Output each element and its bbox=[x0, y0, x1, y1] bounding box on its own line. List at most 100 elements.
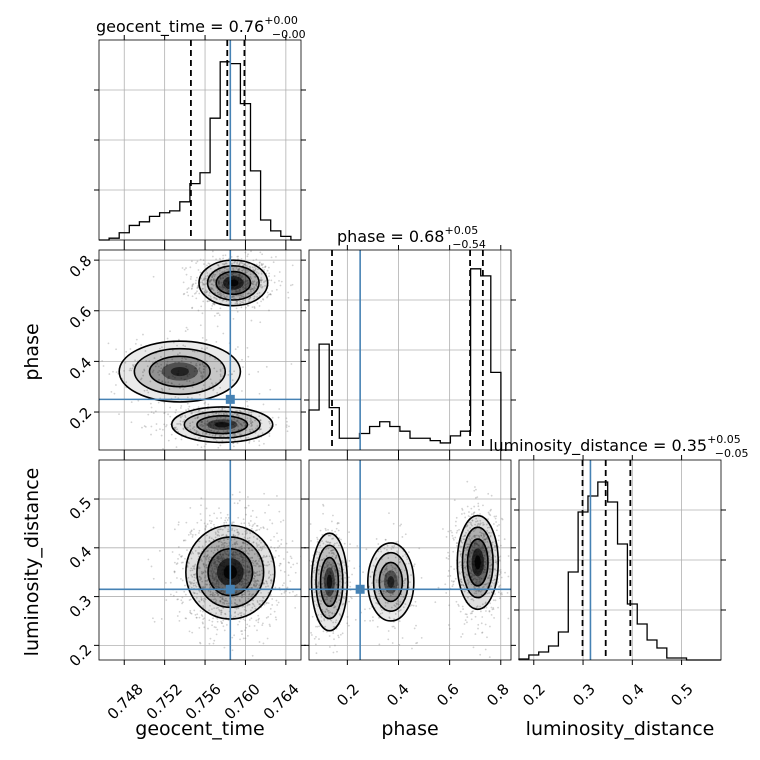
scatter-point bbox=[197, 437, 200, 439]
scatter-point bbox=[288, 425, 290, 428]
scatter-point bbox=[234, 611, 237, 613]
scatter-point bbox=[189, 278, 192, 280]
scatter-point bbox=[211, 582, 214, 585]
scatter-point bbox=[198, 601, 201, 603]
scatter-point bbox=[169, 330, 171, 333]
scatter-point bbox=[260, 272, 263, 275]
scatter-point bbox=[260, 264, 263, 266]
scatter-point bbox=[213, 549, 216, 552]
scatter-point bbox=[217, 555, 220, 558]
scatter-point bbox=[211, 572, 214, 575]
scatter-point bbox=[216, 325, 219, 328]
scatter-point bbox=[250, 425, 253, 428]
scatter-point bbox=[218, 314, 221, 317]
scatter-point bbox=[183, 292, 186, 295]
scatter-point bbox=[468, 560, 471, 562]
scatter-point bbox=[185, 409, 187, 412]
scatter-point bbox=[261, 266, 264, 269]
scatter-point bbox=[253, 522, 256, 525]
scatter-point bbox=[212, 579, 215, 582]
scatter-point bbox=[218, 435, 221, 437]
scatter-point bbox=[270, 579, 272, 582]
scatter-point bbox=[328, 635, 331, 637]
scatter-point bbox=[418, 547, 421, 550]
scatter-point bbox=[110, 390, 113, 393]
scatter-point bbox=[240, 296, 243, 298]
scatter-point bbox=[250, 319, 253, 322]
scatter-point bbox=[179, 420, 182, 423]
scatter-point bbox=[243, 263, 246, 266]
scatter-point bbox=[332, 544, 335, 547]
scatter-point bbox=[326, 566, 328, 568]
scatter-point bbox=[192, 567, 195, 570]
scatter-point bbox=[470, 570, 473, 573]
scatter-point bbox=[463, 623, 466, 625]
scatter-point bbox=[310, 540, 312, 542]
scatter-point bbox=[226, 295, 228, 298]
scatter-point bbox=[256, 545, 259, 548]
scatter-point bbox=[468, 561, 471, 564]
scatter-point bbox=[489, 549, 492, 552]
scatter-point bbox=[248, 536, 251, 539]
scatter-point bbox=[469, 521, 472, 524]
scatter-point bbox=[227, 530, 229, 533]
scatter-point bbox=[234, 289, 237, 292]
scatter-point bbox=[248, 300, 250, 303]
scatter-point bbox=[484, 566, 486, 569]
scatter-point bbox=[246, 283, 248, 285]
scatter-point bbox=[478, 545, 481, 548]
scatter-point bbox=[393, 585, 396, 588]
scatter-point bbox=[218, 257, 221, 260]
scatter-point bbox=[259, 419, 262, 421]
scatter-point bbox=[273, 547, 276, 549]
scatter-point bbox=[245, 560, 248, 563]
scatter-point bbox=[216, 548, 219, 551]
scatter-point bbox=[199, 609, 202, 612]
scatter-point bbox=[394, 627, 396, 630]
scatter-point bbox=[241, 286, 244, 289]
scatter-point bbox=[209, 574, 211, 577]
scatter-point bbox=[200, 497, 203, 500]
scatter-point bbox=[215, 573, 217, 576]
scatter-point bbox=[219, 370, 222, 372]
scatter-point bbox=[241, 556, 244, 559]
scatter-point bbox=[401, 637, 404, 639]
histogram-bin bbox=[160, 213, 170, 240]
scatter-point bbox=[244, 565, 246, 568]
scatter-point bbox=[171, 349, 174, 352]
scatter-point bbox=[227, 289, 229, 292]
scatter-point bbox=[205, 558, 208, 561]
scatter-point bbox=[490, 606, 493, 609]
scatter-point bbox=[258, 585, 261, 587]
scatter-point bbox=[216, 264, 219, 267]
y-tick-label: 0.5 bbox=[66, 494, 96, 524]
scatter-point bbox=[197, 309, 200, 312]
scatter-point bbox=[242, 556, 245, 559]
scatter-point bbox=[164, 581, 167, 584]
scatter-point bbox=[330, 549, 333, 552]
scatter-point bbox=[219, 276, 222, 279]
scatter-point bbox=[203, 283, 206, 286]
scatter-point bbox=[225, 553, 228, 556]
scatter-point bbox=[483, 558, 486, 560]
scatter-point bbox=[241, 581, 243, 583]
scatter-point bbox=[242, 285, 244, 288]
scatter-point bbox=[247, 304, 250, 307]
histogram-bin bbox=[410, 438, 420, 450]
scatter-point bbox=[216, 517, 218, 519]
scatter-point bbox=[491, 608, 494, 611]
scatter-point bbox=[462, 584, 465, 587]
scatter-point bbox=[211, 624, 213, 627]
scatter-point bbox=[188, 599, 191, 601]
scatter-point bbox=[160, 367, 163, 370]
scatter-point bbox=[204, 528, 207, 531]
scatter-point bbox=[402, 606, 405, 609]
scatter-point bbox=[221, 407, 224, 410]
scatter-point bbox=[201, 376, 204, 379]
scatter-point bbox=[278, 564, 281, 567]
scatter-point bbox=[282, 558, 285, 560]
scatter-point bbox=[191, 287, 193, 290]
scatter-point bbox=[220, 557, 223, 560]
scatter-point bbox=[223, 602, 226, 605]
scatter-point bbox=[487, 576, 490, 579]
